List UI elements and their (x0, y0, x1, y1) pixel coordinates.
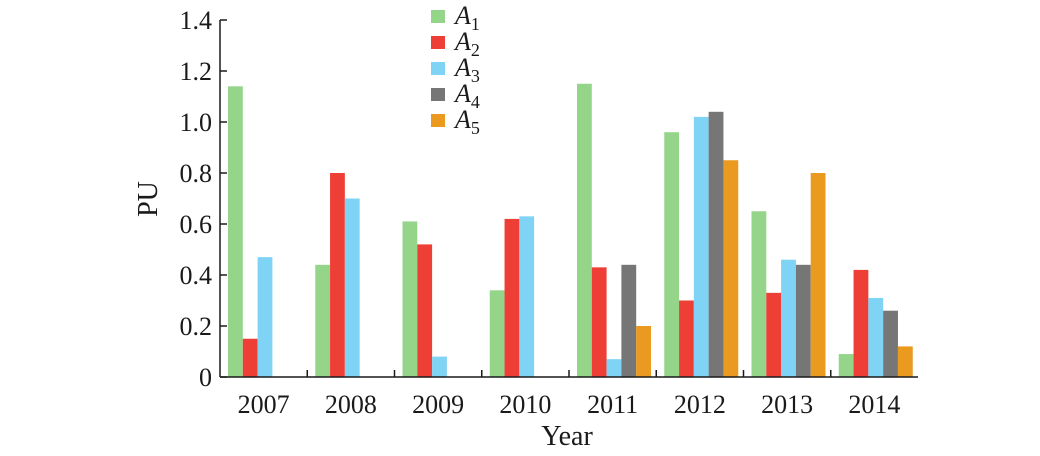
bar (257, 257, 273, 377)
y-axis-ticks: 0 0.2 0.4 0.6 0.8 1.0 1.2 1.4 (180, 6, 227, 392)
bar (344, 198, 360, 377)
y-tick-label: 0.6 (180, 210, 213, 239)
bar (636, 326, 651, 377)
bar (664, 132, 680, 377)
bar (751, 211, 767, 377)
series-a2 (242, 173, 869, 377)
bar (606, 359, 622, 377)
x-axis-ticks: 2007 2008 2009 2010 2011 2012 2013 2014 (238, 370, 900, 419)
bar (242, 338, 258, 377)
bar (519, 216, 535, 377)
series-a1 (228, 83, 854, 378)
series-a5 (636, 160, 913, 377)
bar (577, 83, 592, 377)
bar (781, 259, 796, 377)
legend-label: A5 (453, 105, 480, 138)
x-axis-title: Year (541, 421, 593, 452)
bar (417, 244, 433, 377)
x-tick-label: 2011 (587, 390, 638, 419)
bar (402, 221, 418, 377)
legend-subscript: 3 (471, 66, 480, 86)
x-tick-label: 2007 (238, 390, 290, 419)
x-tick-label: 2013 (761, 390, 813, 419)
y-tick-label: 1.4 (180, 6, 213, 35)
bar (489, 290, 505, 377)
y-tick-label: 0.4 (180, 261, 213, 290)
bar (853, 269, 869, 377)
bar (708, 111, 724, 378)
series-a4 (621, 111, 898, 378)
x-tick-label: 2009 (412, 390, 464, 419)
y-tick-label: 0.8 (180, 159, 213, 188)
legend-subscript: 5 (471, 118, 480, 138)
y-tick-label: 0.2 (180, 312, 213, 341)
bar (795, 264, 811, 377)
legend-subscript: 2 (471, 40, 480, 60)
bar (330, 173, 345, 377)
x-tick-label: 2010 (499, 390, 551, 419)
legend-subscript: 4 (471, 92, 480, 112)
y-axis-title: PU (133, 181, 164, 217)
series-a3 (257, 116, 884, 378)
legend-swatch (431, 88, 445, 101)
legend-swatch (431, 10, 445, 23)
bar (591, 267, 607, 377)
y-tick-label: 0 (199, 363, 212, 392)
plot-area (228, 83, 913, 378)
legend-swatch (431, 114, 445, 127)
bar (504, 218, 520, 377)
bar (315, 264, 331, 377)
bar (766, 292, 782, 377)
bar (679, 300, 694, 377)
bar (868, 297, 884, 377)
bar (228, 86, 243, 378)
bar (723, 160, 739, 377)
bar (693, 116, 709, 378)
y-tick-label: 1.0 (180, 108, 213, 137)
legend-swatch (431, 62, 445, 75)
x-tick-label: 2014 (848, 390, 900, 419)
legend-subscript: 1 (471, 14, 480, 34)
bar (621, 264, 637, 377)
bar (810, 173, 826, 377)
x-tick-label: 2008 (325, 390, 377, 419)
y-tick-label: 1.2 (180, 57, 213, 86)
bar (883, 310, 898, 377)
x-tick-label: 2012 (674, 390, 726, 419)
bar (897, 346, 913, 377)
bar (432, 356, 447, 377)
bar (838, 354, 854, 377)
legend-swatch (431, 36, 445, 49)
